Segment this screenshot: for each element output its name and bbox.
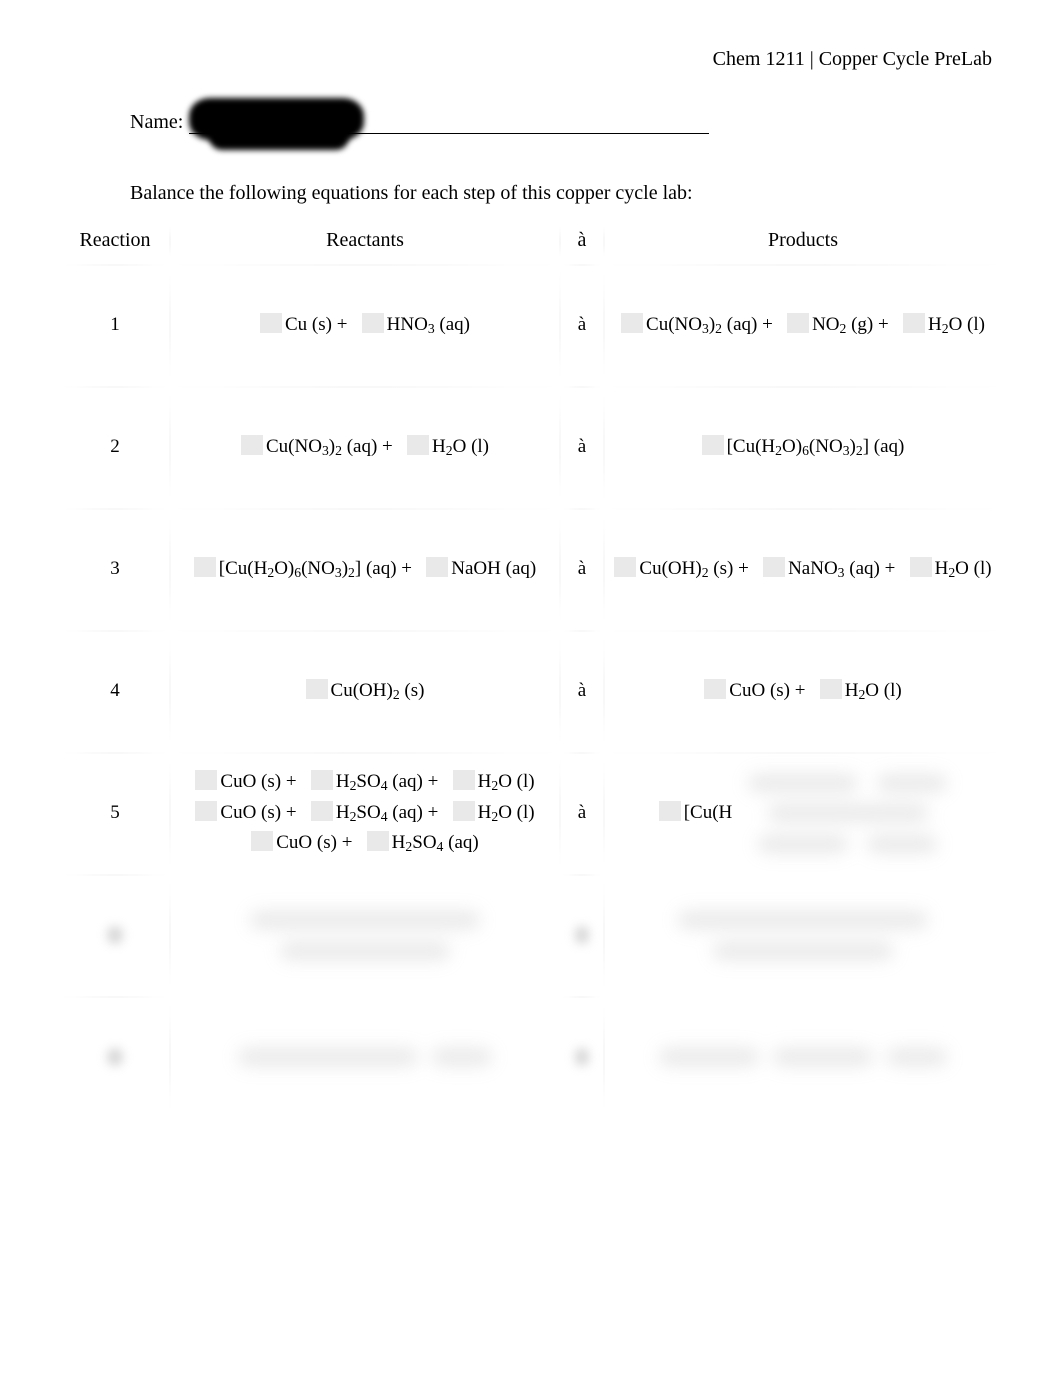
arrow-cell — [560, 874, 604, 996]
reaction-number: 1 — [60, 264, 170, 386]
reaction-number: 3 — [60, 508, 170, 630]
table-row: 5CuO (s) + H2SO4 (aq) + H2O (l)CuO (s) +… — [60, 752, 1002, 874]
redaction-blob — [209, 124, 349, 150]
reaction-number — [60, 996, 170, 1118]
page-header: Chem 1211 | Copper Cycle PreLab — [60, 48, 1002, 71]
col-header-reactants: Reactants — [170, 219, 560, 264]
reaction-number — [60, 874, 170, 996]
reactants-cell: Cu(OH)2 (s) — [170, 630, 560, 752]
table-header-row: Reaction Reactants à Products — [60, 219, 1002, 264]
arrow-cell: à — [560, 630, 604, 752]
reactants-cell: CuO (s) + H2SO4 (aq) + H2O (l)CuO (s) + … — [170, 752, 560, 874]
table-row — [60, 996, 1002, 1118]
reactants-cell: Cu (s) + HNO3 (aq) — [170, 264, 560, 386]
col-header-reaction: Reaction — [60, 219, 170, 264]
col-header-arrow: à — [560, 219, 604, 264]
reactions-table: Reaction Reactants à Products 1Cu (s) + … — [60, 219, 1002, 1118]
instruction-text: Balance the following equations for each… — [130, 182, 1002, 205]
reactants-cell: [Cu(H2O)6(NO3)2] (aq) + NaOH (aq) — [170, 508, 560, 630]
table-row: 1Cu (s) + HNO3 (aq)àCu(NO3)2 (aq) + NO2 … — [60, 264, 1002, 386]
products-cell: [Cu(H — [604, 752, 1002, 874]
table-row — [60, 874, 1002, 996]
table-row: 4Cu(OH)2 (s)àCuO (s) + H2O (l) — [60, 630, 1002, 752]
products-cell: Cu(OH)2 (s) + NaNO3 (aq) + H2O (l) — [604, 508, 1002, 630]
arrow-cell: à — [560, 508, 604, 630]
reactants-cell — [170, 874, 560, 996]
arrow-cell: à — [560, 752, 604, 874]
reaction-number: 5 — [60, 752, 170, 874]
arrow-cell — [560, 996, 604, 1118]
products-cell: [Cu(H2O)6(NO3)2] (aq) — [604, 386, 1002, 508]
reaction-number: 2 — [60, 386, 170, 508]
page: Chem 1211 | Copper Cycle PreLab Name: Ba… — [0, 0, 1062, 1377]
reactants-cell: Cu(NO3)2 (aq) + H2O (l) — [170, 386, 560, 508]
products-cell: Cu(NO3)2 (aq) + NO2 (g) + H2O (l) — [604, 264, 1002, 386]
products-cell — [604, 996, 1002, 1118]
table-row: 3[Cu(H2O)6(NO3)2] (aq) + NaOH (aq)àCu(OH… — [60, 508, 1002, 630]
table-row: 2Cu(NO3)2 (aq) + H2O (l)à[Cu(H2O)6(NO3)2… — [60, 386, 1002, 508]
arrow-cell: à — [560, 386, 604, 508]
arrow-cell: à — [560, 264, 604, 386]
reactants-cell — [170, 996, 560, 1118]
col-header-products: Products — [604, 219, 1002, 264]
name-underline — [189, 112, 709, 134]
products-cell — [604, 874, 1002, 996]
name-row: Name: — [130, 111, 1002, 134]
products-cell: CuO (s) + H2O (l) — [604, 630, 1002, 752]
name-label: Name: — [130, 111, 183, 134]
reaction-number: 4 — [60, 630, 170, 752]
